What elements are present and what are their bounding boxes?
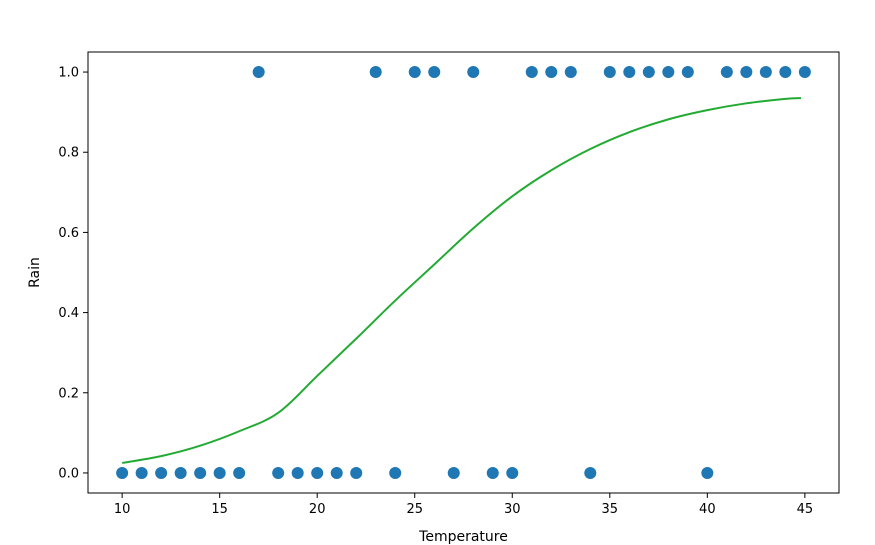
scatter-point	[564, 66, 577, 79]
x-tick-label: 45	[797, 502, 814, 517]
scatter-point	[311, 466, 324, 479]
x-axis-ticks: 10 15 20 25 30 35 40 45	[114, 493, 813, 517]
y-tick-label: 0.0	[58, 466, 79, 481]
scatter-point	[545, 66, 558, 79]
y-tick-label: 0.2	[58, 386, 79, 401]
x-axis-label: Temperature	[418, 529, 508, 545]
scatter-point	[213, 466, 226, 479]
plot-frame	[87, 51, 840, 494]
scatter-point	[330, 466, 343, 479]
scatter-point	[233, 466, 246, 479]
x-tick-label: 35	[602, 502, 619, 517]
y-axis-ticks: 0.0 0.2 0.4 0.6 0.8 1.0	[58, 66, 88, 481]
scatter-point	[155, 466, 168, 479]
scatter-point	[389, 466, 402, 479]
scatter-point	[701, 466, 714, 479]
scatter-point	[779, 66, 792, 79]
scatter-point	[252, 66, 265, 79]
fitted-curve	[121, 97, 802, 464]
scatter-point	[525, 66, 538, 79]
scatter-point	[740, 66, 753, 79]
x-tick-label: 10	[114, 502, 131, 517]
y-axis-label: Rain	[27, 257, 43, 288]
scatter-point	[681, 66, 694, 79]
scatter-point	[642, 66, 655, 79]
x-tick-label: 25	[406, 502, 423, 517]
scatter-point	[603, 66, 616, 79]
y-tick-label: 0.8	[58, 146, 79, 161]
scatter-point	[798, 66, 811, 79]
scatter-point	[116, 466, 129, 479]
y-tick-label: 1.0	[58, 66, 79, 81]
scatter-point	[369, 66, 382, 79]
scatter-point	[194, 466, 207, 479]
scatter-point	[174, 466, 187, 479]
y-tick-label: 0.6	[58, 226, 79, 241]
scatter-point	[467, 66, 480, 79]
scatter-point	[486, 466, 499, 479]
scatter-point	[272, 466, 285, 479]
x-tick-label: 40	[699, 502, 716, 517]
y-tick-label: 0.4	[58, 306, 79, 321]
scatter-point	[428, 66, 441, 79]
scatter-point	[720, 66, 733, 79]
x-tick-label: 30	[504, 502, 521, 517]
scatter-point	[623, 66, 636, 79]
scatter-point	[759, 66, 772, 79]
scatter-point	[662, 66, 675, 79]
x-tick-label: 15	[211, 502, 228, 517]
plot-area	[116, 66, 811, 479]
scatter-point	[350, 466, 363, 479]
scatter-point	[135, 466, 148, 479]
scatter-point	[408, 66, 421, 79]
scatter-point	[506, 466, 519, 479]
scatter-point	[447, 466, 460, 479]
scatter-point	[584, 466, 597, 479]
scatter-point	[291, 466, 304, 479]
x-tick-label: 20	[309, 502, 326, 517]
